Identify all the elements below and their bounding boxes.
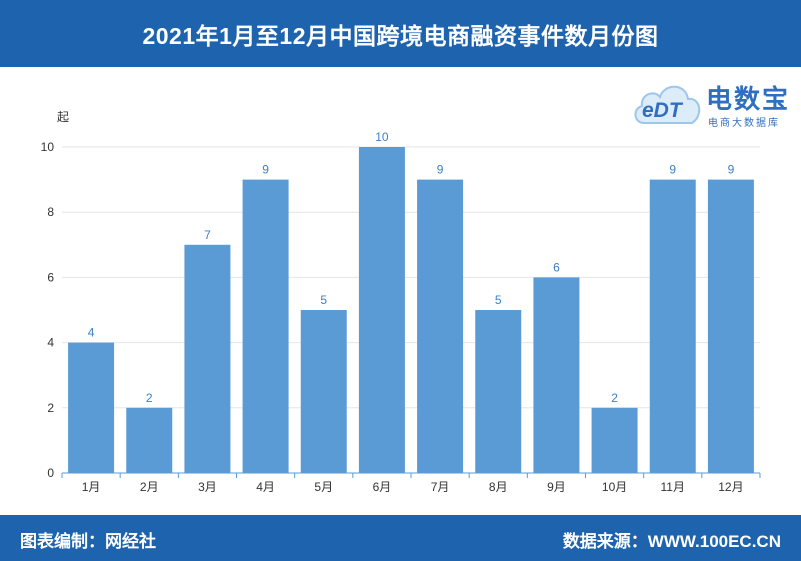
- x-tick-label: 3月: [198, 480, 217, 494]
- brand-logo: eDT 电数宝 电商大数据库: [630, 73, 795, 133]
- x-tick-label: 11月: [661, 480, 685, 494]
- y-tick-label: 10: [41, 140, 55, 154]
- data-label: 9: [437, 163, 444, 177]
- x-tick-label: 10月: [602, 480, 627, 494]
- bar: [300, 310, 347, 473]
- bar: [417, 179, 464, 473]
- logo-mark: eDT: [642, 99, 682, 122]
- chart-title: 2021年1月至12月中国跨境电商融资事件数月份图: [142, 22, 659, 49]
- bar: [475, 310, 522, 473]
- data-label: 2: [146, 391, 153, 405]
- header-bar: 2021年1月至12月中国跨境电商融资事件数月份图: [0, 0, 801, 67]
- bar: [707, 179, 754, 473]
- bar: [358, 147, 405, 473]
- x-tick-label: 12月: [718, 480, 743, 494]
- data-label: 5: [495, 293, 502, 307]
- x-tick-label: 8月: [489, 480, 508, 494]
- data-label: 4: [88, 326, 95, 340]
- data-label: 10: [375, 130, 389, 144]
- bar-chart: 0 2 4 6 8 10 4 1月 2 2月 7 3月 9 4月 5 5月 10 6月 9 7月 5 8月 6 9月 2 10月 9…: [41, 130, 761, 494]
- data-label: 9: [728, 163, 735, 177]
- y-axis-unit: 起: [57, 110, 70, 124]
- data-label: 9: [669, 163, 676, 177]
- x-tick-label: 2月: [140, 480, 159, 494]
- logo-brand: 电数宝: [706, 84, 791, 114]
- x-tick-label: 1月: [82, 480, 101, 494]
- data-label: 2: [611, 391, 618, 405]
- y-tick-label: 8: [47, 205, 54, 219]
- data-label: 6: [553, 260, 560, 274]
- data-label: 7: [204, 228, 211, 242]
- x-tick-label: 6月: [373, 480, 392, 494]
- cloud-icon: [634, 85, 701, 124]
- data-label: 5: [320, 293, 327, 307]
- logo-subtitle: 电商大数据库: [708, 118, 780, 129]
- footer-credit: 图表编制：网经社: [20, 532, 156, 551]
- y-tick-label: 0: [47, 466, 54, 480]
- bar: [591, 407, 638, 473]
- y-tick-label: 6: [47, 270, 54, 284]
- x-tick-label: 4月: [256, 480, 275, 494]
- footer-source: 数据来源：WWW.100EC.CN: [562, 532, 781, 551]
- bar: [68, 342, 115, 473]
- x-tick-label: 9月: [547, 480, 566, 494]
- footer-bar: 图表编制：网经社 数据来源：WWW.100EC.CN: [0, 515, 801, 561]
- bar: [649, 179, 696, 473]
- x-tick-label: 7月: [431, 480, 450, 494]
- data-label: 9: [262, 163, 269, 177]
- bar: [242, 179, 289, 473]
- x-tick-label: 5月: [314, 480, 333, 494]
- bar: [126, 407, 173, 473]
- bar: [184, 244, 231, 473]
- y-tick-label: 2: [47, 401, 54, 415]
- y-tick-label: 4: [47, 336, 54, 350]
- bar: [533, 277, 580, 473]
